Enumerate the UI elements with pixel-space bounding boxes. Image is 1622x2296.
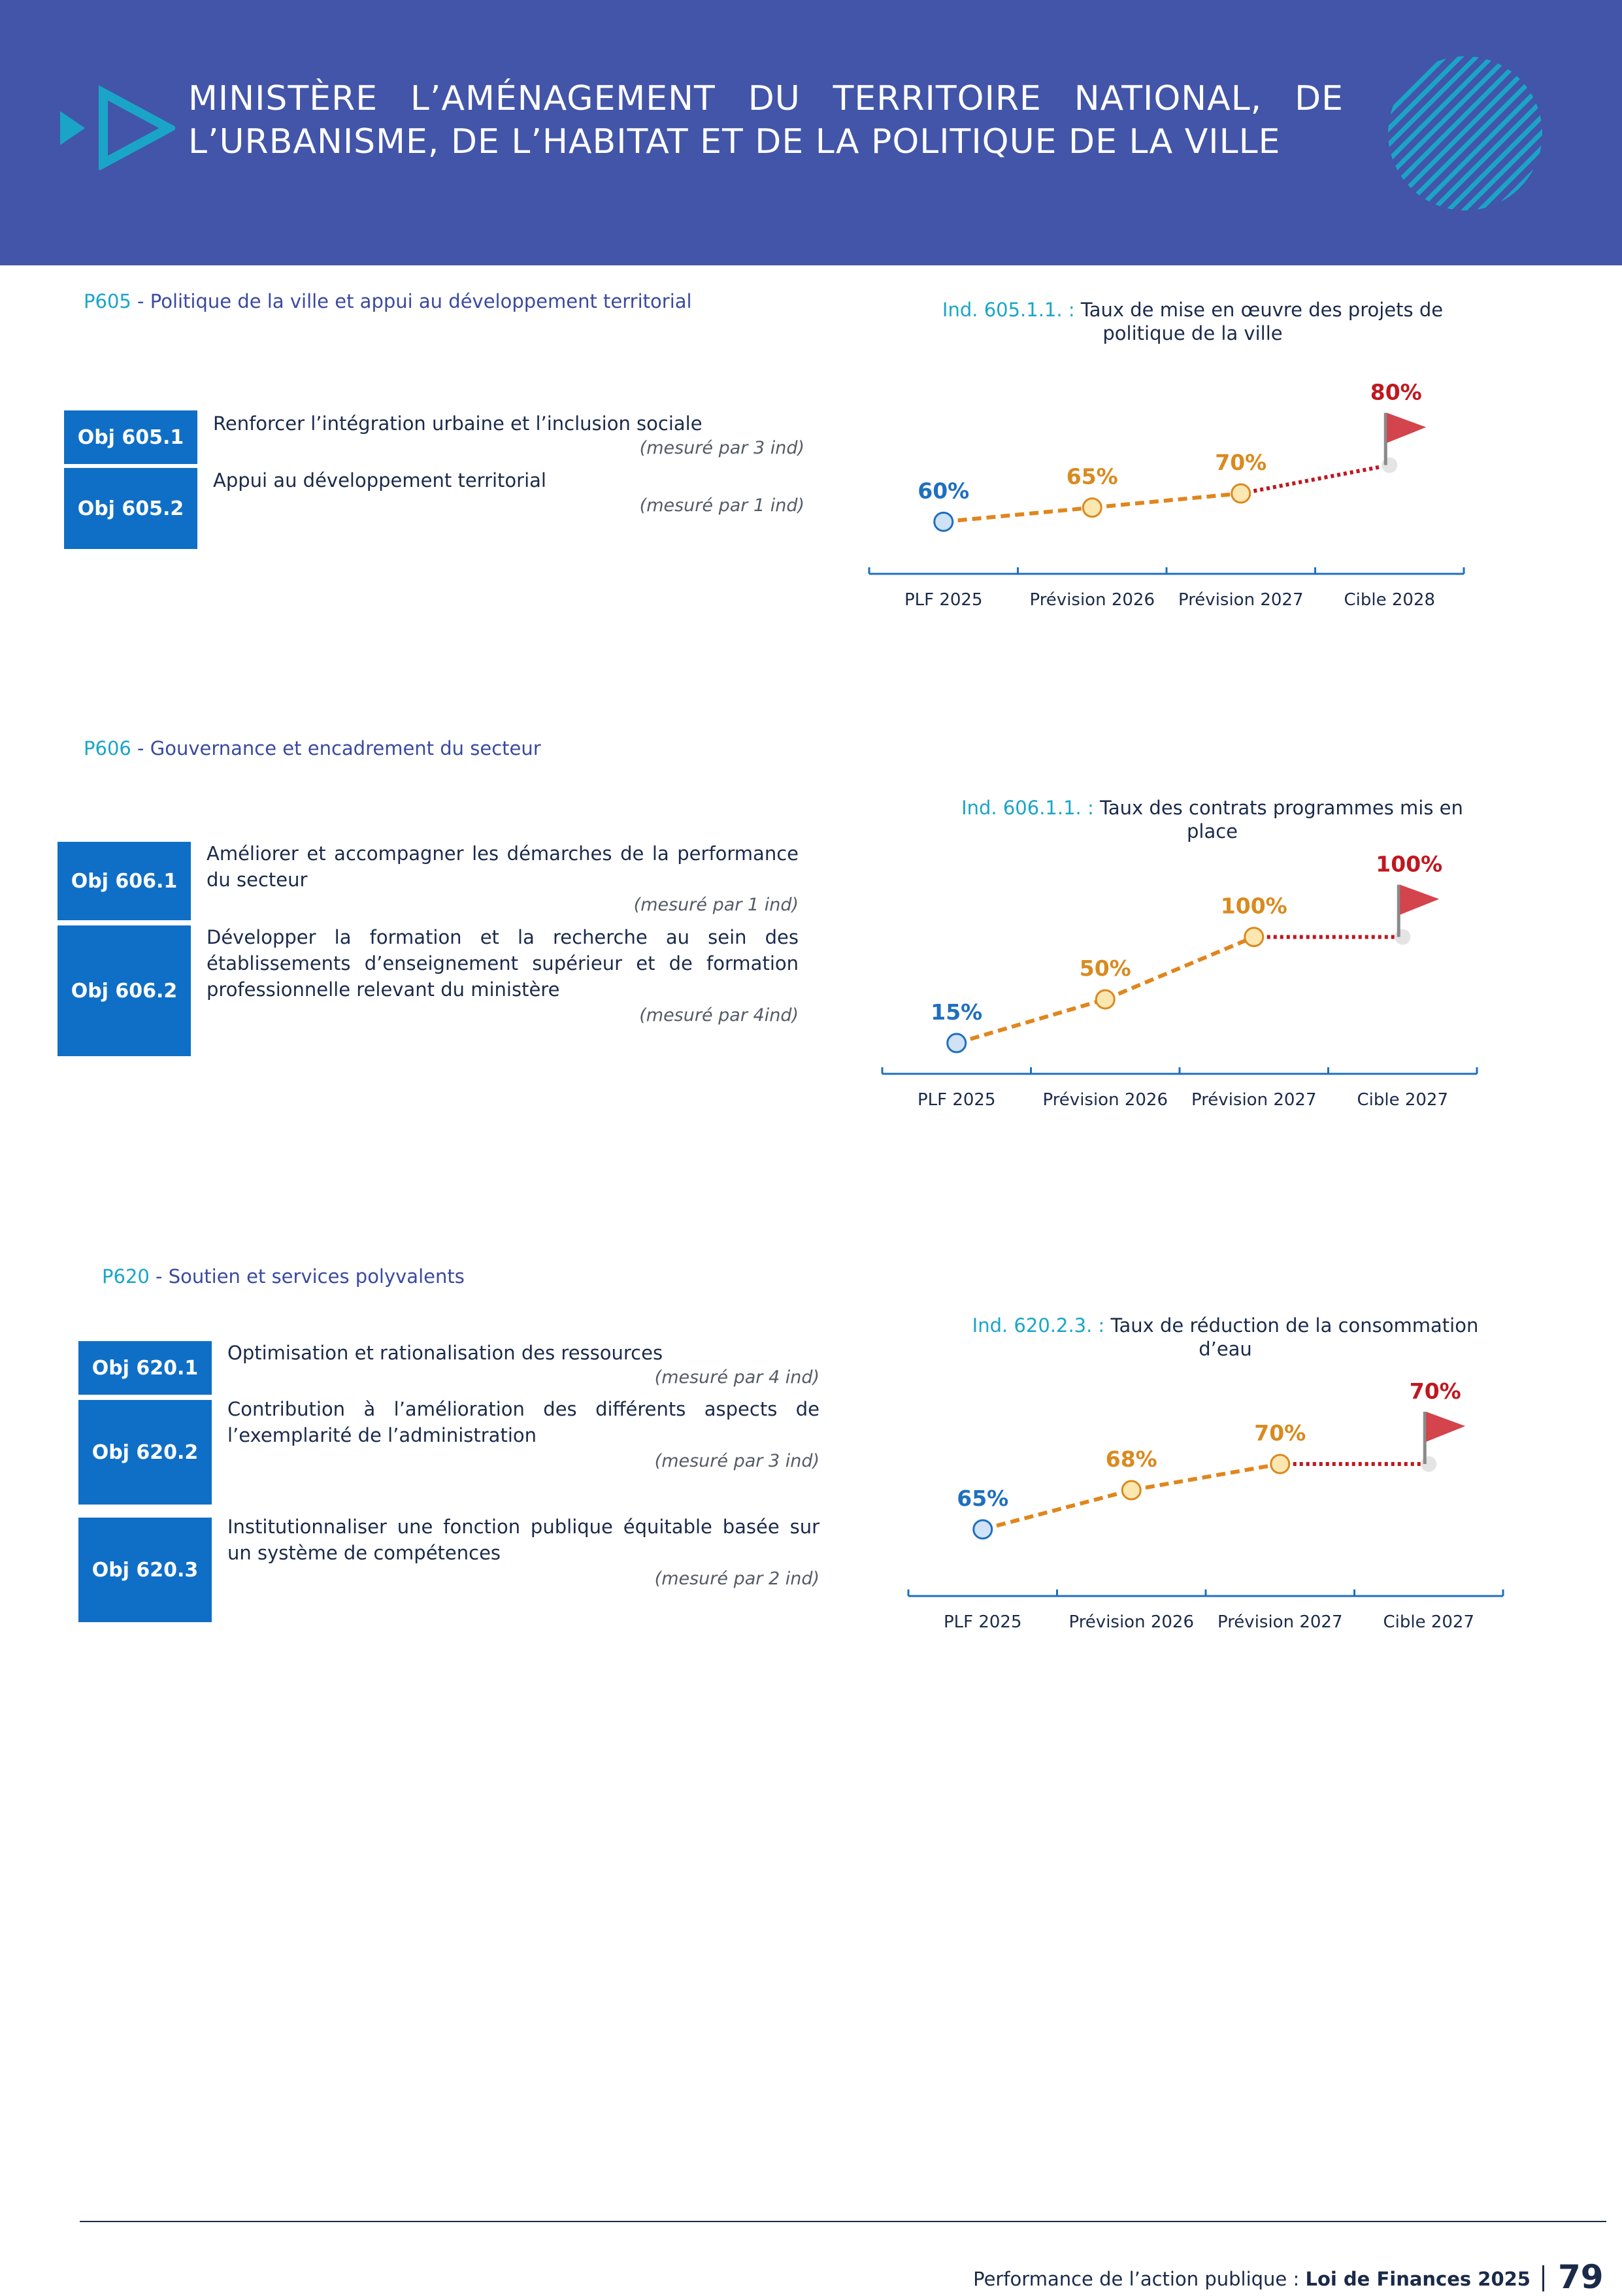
objective-badge-620-2: Obj 620.2	[78, 1400, 212, 1505]
objective-measure-606-2: (mesuré par 4ind)	[639, 1005, 799, 1025]
section-code: P606	[84, 737, 131, 759]
objective-badge-606-1: Obj 606.1	[58, 842, 191, 920]
objective-measure-620-3: (mesuré par 2 ind)	[654, 1569, 819, 1589]
data-point	[1244, 927, 1265, 948]
footer-divider	[80, 2221, 1606, 2222]
data-label: 70%	[1254, 1420, 1306, 1446]
data-point	[1231, 483, 1251, 504]
section-label: - Gouvernance et encadrement du secteur	[131, 737, 541, 759]
section-title-p620: P620 - Soutien et services polyvalents	[102, 1265, 465, 1288]
indicator-code: Ind. 605.1.1. :	[942, 299, 1075, 321]
data-point	[1121, 1480, 1142, 1501]
data-label: 68%	[1106, 1446, 1157, 1472]
indicator-code: Ind. 620.2.3. :	[972, 1314, 1105, 1337]
indicator-code: Ind. 606.1.1. :	[961, 797, 1094, 819]
target-flag-icon	[1387, 412, 1427, 443]
data-label: 50%	[1080, 956, 1131, 981]
footer-prefix: Performance de l’action publique :	[973, 2268, 1306, 2290]
data-label: 70%	[1215, 450, 1266, 475]
data-point	[946, 1033, 967, 1054]
objective-text-620-2: Contribution à l’amélioration des différ…	[227, 1398, 819, 1446]
section-code: P620	[102, 1265, 150, 1288]
objective-measure-605-1: (mesuré par 3 ind)	[639, 438, 804, 458]
data-label: 100%	[1376, 852, 1442, 877]
series-line-segment	[1131, 1462, 1281, 1492]
section-label: - Politique de la ville et appui au déve…	[131, 290, 692, 312]
footer-caption: Performance de l’action publique : Loi d…	[973, 2268, 1531, 2290]
target-line-segment	[1240, 463, 1390, 495]
x-tick-label: Cible 2027	[1357, 1090, 1448, 1110]
objective-badge-620-3: Obj 620.3	[78, 1518, 212, 1622]
objective-text-605-2: Appui au développement territorial	[213, 469, 546, 491]
x-tick-label: Prévision 2026	[1042, 1090, 1168, 1110]
data-label: 65%	[1067, 464, 1118, 490]
series-line-segment	[982, 1488, 1133, 1531]
objective-text-620-3: Institutionnaliser une fonction publique…	[227, 1516, 819, 1564]
objective-measure-620-1: (mesuré par 4 ind)	[654, 1367, 819, 1388]
x-tick-label: Prévision 2026	[1029, 590, 1155, 610]
objective-text-606-2: Développer la formation et la recherche …	[207, 926, 799, 1001]
x-tick-label: PLF 2025	[918, 1090, 996, 1110]
objective-measure-620-2: (mesuré par 3 ind)	[654, 1451, 819, 1471]
indicator-label: Taux de réduction de la consommation d’e…	[1104, 1314, 1479, 1360]
page-number: 79	[1558, 2258, 1604, 2296]
objective-badge-620-1: Obj 620.1	[78, 1341, 212, 1395]
x-tick-label: Prévision 2027	[1178, 590, 1304, 610]
x-tick-label: Prévision 2027	[1191, 1090, 1317, 1110]
x-tick-label: Cible 2028	[1344, 590, 1435, 610]
objective-text-620-1: Optimisation et rationalisation des ress…	[227, 1342, 663, 1364]
series-line-segment	[1104, 935, 1255, 1001]
data-label: 100%	[1221, 893, 1287, 919]
section-label: - Soutien et services polyvalents	[149, 1265, 465, 1288]
indicator-title-620: Ind. 620.2.3. : Taux de réduction de la …	[954, 1314, 1497, 1361]
hatched-circle-icon	[1388, 56, 1542, 210]
indicator-chart-606: PLF 2025 Prévision 2026 Prévision 2027 Cibl…	[881, 852, 1478, 1110]
section-title-p605: P605 - Politique de la ville et appui au…	[84, 290, 692, 312]
x-tick-label: Prévision 2027	[1217, 1612, 1343, 1632]
indicator-label: Taux des contrats programmes mis en plac…	[1093, 797, 1463, 842]
section-code: P605	[84, 290, 131, 312]
objective-badge-605-1: Obj 605.1	[64, 410, 197, 464]
indicator-label: Taux de mise en œuvre des projets de pol…	[1074, 299, 1444, 344]
series-line-segment	[955, 997, 1106, 1045]
footer-doc: Loi de Finances 2025	[1305, 2268, 1531, 2290]
objective-badge-606-2: Obj 606.2	[58, 925, 191, 1056]
page-header: MINISTÈRE L’AMÉNAGEMENT DU TERRITOIRE NA…	[0, 0, 1622, 265]
indicator-chart-605: PLF 2025 Prévision 2026 Prévision 2027 Cibl…	[868, 380, 1465, 610]
data-label: 15%	[931, 999, 982, 1025]
section-title-p606: P606 - Gouvernance et encadrement du sec…	[84, 737, 541, 759]
data-point	[1082, 497, 1102, 518]
objective-text-606-1: Améliorer et accompagner les démarches d…	[207, 842, 799, 891]
objective-measure-605-2: (mesuré par 1 ind)	[639, 495, 804, 516]
target-flag-icon	[1400, 884, 1440, 915]
objective-measure-606-1: (mesuré par 1 ind)	[633, 895, 799, 915]
objective-text-605-1: Renforcer l’intégration urbaine et l’inc…	[213, 412, 703, 435]
x-tick-label: Cible 2027	[1383, 1612, 1474, 1632]
x-tick-label: Prévision 2026	[1068, 1612, 1194, 1632]
indicator-title-606: Ind. 606.1.1. : Taux des contrats progra…	[941, 796, 1483, 843]
page-title: MINISTÈRE L’AMÉNAGEMENT DU TERRITOIRE NA…	[188, 79, 1344, 161]
footer-separator	[1542, 2265, 1544, 2291]
data-point	[1270, 1454, 1291, 1474]
data-point	[972, 1519, 993, 1540]
data-label: 80%	[1370, 380, 1422, 405]
objective-badge-605-2: Obj 605.2	[64, 468, 197, 549]
x-tick-label: PLF 2025	[904, 590, 983, 610]
indicator-title-605: Ind. 605.1.1. : Taux de mise en œuvre de…	[921, 298, 1464, 345]
play-arrow-icon	[60, 85, 175, 170]
indicator-chart-620: PLF 2025 Prévision 2026 Prévision 2027 Cibl…	[907, 1378, 1504, 1632]
data-label: 65%	[957, 1486, 1008, 1511]
data-label: 70%	[1410, 1378, 1461, 1404]
data-point	[933, 511, 954, 532]
target-flag-icon	[1426, 1412, 1466, 1442]
x-tick-label: PLF 2025	[944, 1612, 1022, 1632]
series-line-segment	[943, 505, 1093, 524]
data-label: 60%	[918, 478, 969, 503]
series-line-segment	[1091, 491, 1242, 510]
data-point	[1095, 989, 1116, 1010]
